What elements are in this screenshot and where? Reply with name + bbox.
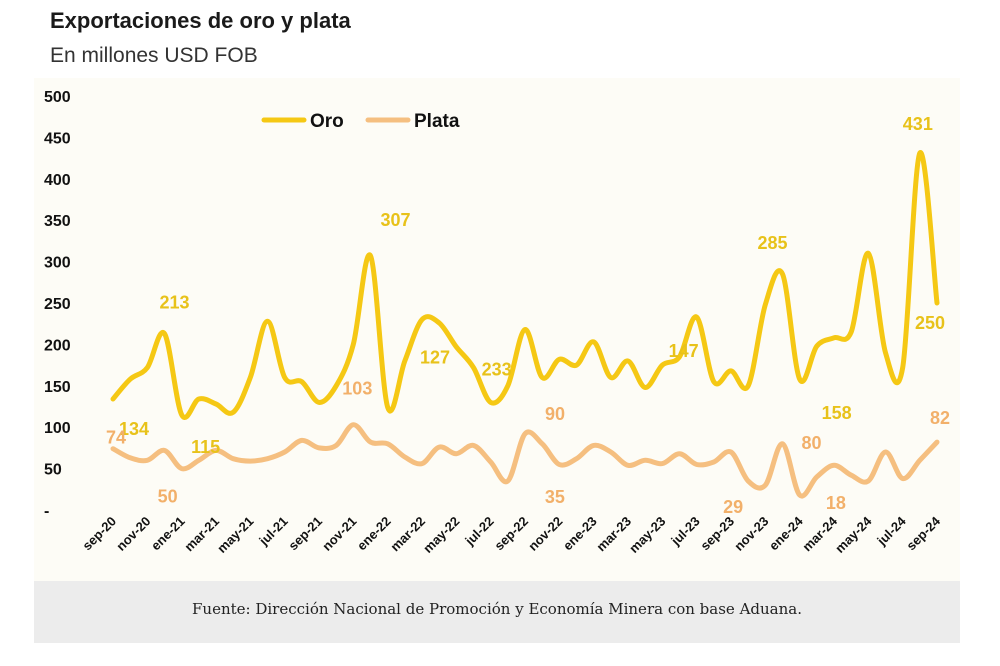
chart-title: Exportaciones de oro y plata — [50, 8, 351, 33]
data-label-plata: 74 — [106, 428, 126, 448]
data-label-oro: 233 — [482, 359, 512, 379]
series-line-oro — [110, 150, 940, 420]
y-tick-label: 200 — [44, 337, 71, 354]
data-label-plata: 103 — [342, 379, 372, 399]
chart-subtitle: En millones USD FOB — [50, 44, 258, 67]
data-label-plata: 50 — [158, 487, 178, 507]
x-tick-label: sep-20 — [79, 514, 119, 554]
x-tick-label: ene-23 — [560, 514, 600, 554]
x-tick-label: sep-22 — [491, 514, 531, 554]
y-tick-label: 500 — [44, 89, 71, 106]
x-tick-label: ene-24 — [766, 513, 806, 553]
x-tick-label: nov-21 — [319, 514, 359, 554]
legend-label-oro: Oro — [310, 111, 344, 132]
y-tick-label: 100 — [44, 420, 71, 437]
y-tick-label: - — [44, 503, 49, 520]
x-tick-label: may-24 — [832, 513, 875, 556]
y-tick-label: 450 — [44, 130, 71, 147]
data-label-plata: 82 — [930, 408, 950, 428]
legend-label-plata: Plata — [414, 111, 460, 132]
y-tick-label: 300 — [44, 255, 71, 272]
data-label-plata: 29 — [723, 497, 743, 517]
data-label-oro: 134 — [119, 419, 149, 439]
data-label-oro: 431 — [903, 114, 933, 134]
x-tick-label: sep-24 — [903, 513, 943, 553]
source-text: Fuente: Dirección Nacional de Promoción … — [192, 600, 802, 618]
chart-panel: 500 450 400 350 300 250 200 150 100 50- sep-20 nov… — [34, 78, 960, 581]
y-axis: 500 450 400 350 300 250 200 150 100 50 - — [44, 89, 71, 520]
data-label-oro: 158 — [822, 403, 852, 423]
data-label-oro: 115 — [191, 437, 220, 457]
data-label-oro: 250 — [915, 313, 945, 333]
y-tick-label: 400 — [44, 172, 71, 189]
x-tick-label: may-23 — [626, 514, 668, 556]
x-tick-label: sep-21 — [285, 514, 325, 554]
y-tick-label: 350 — [44, 213, 71, 230]
data-label-oro: 127 — [420, 348, 450, 368]
data-label-oro: 213 — [159, 293, 189, 313]
data-label-plata: 35 — [545, 487, 565, 507]
legend: Oro Plata — [261, 111, 460, 132]
y-tick-label: 50 — [44, 462, 62, 479]
source-note: Fuente: Dirección Nacional de Promoción … — [34, 581, 960, 643]
x-tick-label: may-22 — [420, 514, 462, 556]
data-label-oro: 307 — [380, 210, 410, 230]
data-label-plata: 18 — [826, 493, 846, 513]
data-label-plata: 80 — [801, 433, 821, 453]
x-tick-label: nov-20 — [113, 514, 153, 554]
x-tick-label: nov-23 — [731, 514, 771, 554]
y-tick-label: 150 — [44, 379, 71, 396]
x-tick-label: may-21 — [214, 514, 256, 556]
series-line-plata — [110, 422, 940, 499]
data-label-oro: 147 — [669, 341, 699, 361]
x-tick-label: ene-21 — [148, 514, 188, 554]
data-label-oro: 285 — [757, 233, 787, 253]
data-label-plata: 90 — [545, 404, 565, 424]
y-tick-label: 250 — [44, 296, 71, 313]
x-tick-label: sep-23 — [697, 514, 737, 554]
series-layer — [110, 150, 940, 499]
data-labels: 134 213 115 307 127 233 147 285 158 431 250 74 50 103… — [106, 114, 950, 517]
x-tick-label: ene-22 — [354, 514, 394, 554]
x-tick-label: nov-22 — [525, 514, 565, 554]
